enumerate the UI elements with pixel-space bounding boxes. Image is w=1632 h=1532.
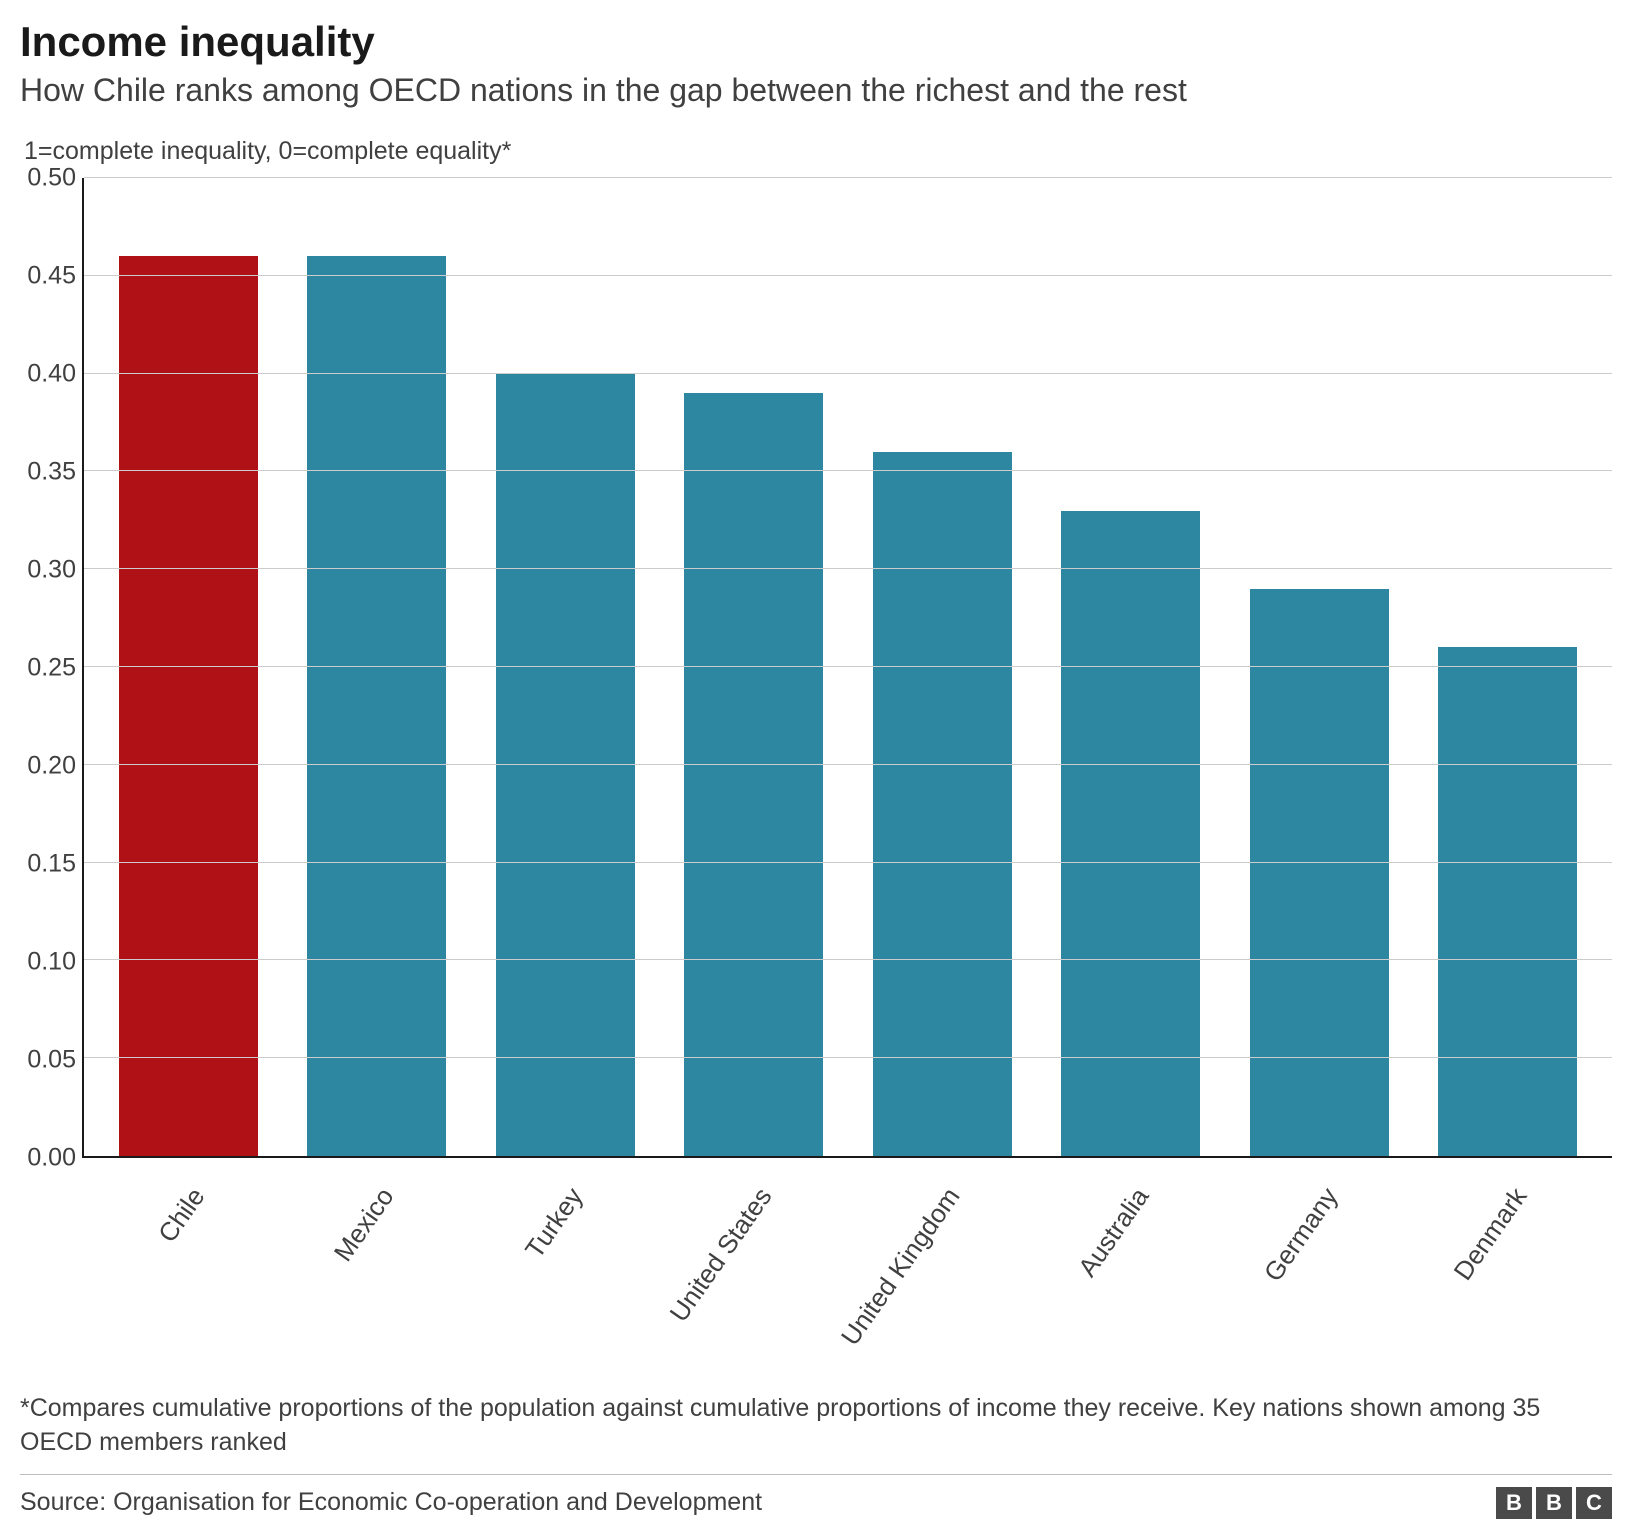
gridline <box>84 470 1612 471</box>
bar <box>1438 647 1577 1156</box>
chart-subtitle: How Chile ranks among OECD nations in th… <box>20 72 1612 109</box>
gridline <box>84 666 1612 667</box>
chart-footnote: *Compares cumulative proportions of the … <box>20 1392 1612 1460</box>
bar-slot <box>471 178 660 1156</box>
y-axis-note: 1=complete inequality, 0=complete equali… <box>24 137 1612 166</box>
bar-slot <box>1037 178 1226 1156</box>
x-tick-label: Turkey <box>519 1182 589 1264</box>
y-axis: 0.000.050.100.150.200.250.300.350.400.45… <box>20 178 82 1158</box>
gridline <box>84 959 1612 960</box>
source-text: Source: Organisation for Economic Co-ope… <box>20 1488 762 1517</box>
x-tick-label: Mexico <box>328 1182 401 1267</box>
x-tick-label: United Kingdom <box>835 1182 967 1351</box>
bbc-logo-letter: C <box>1576 1487 1612 1519</box>
x-label-slot: Chile <box>92 1158 281 1388</box>
bar-slot <box>283 178 472 1156</box>
x-tick-label: United States <box>663 1182 778 1328</box>
gridline <box>84 764 1612 765</box>
bar <box>1250 589 1389 1156</box>
bbc-logo-letter: B <box>1496 1487 1532 1519</box>
gridline <box>84 862 1612 863</box>
y-tick-label: 0.05 <box>27 1046 76 1075</box>
bar <box>307 256 446 1156</box>
chart-title: Income inequality <box>20 18 1612 66</box>
bar-slot <box>660 178 849 1156</box>
bars-group <box>84 178 1612 1156</box>
chart-area: 0.000.050.100.150.200.250.300.350.400.45… <box>20 178 1612 1158</box>
x-label-slot: United Kingdom <box>847 1158 1036 1388</box>
y-tick-label: 0.40 <box>27 360 76 389</box>
x-tick-label: Germany <box>1258 1182 1345 1287</box>
x-tick-label: Australia <box>1072 1182 1155 1283</box>
y-tick-label: 0.20 <box>27 752 76 781</box>
bar-slot <box>1225 178 1414 1156</box>
y-tick-label: 0.45 <box>27 262 76 291</box>
gridline <box>84 568 1612 569</box>
bar <box>684 393 823 1156</box>
x-label-slot: Germany <box>1225 1158 1414 1388</box>
gridline <box>84 177 1612 178</box>
y-tick-label: 0.30 <box>27 556 76 585</box>
y-tick-label: 0.50 <box>27 164 76 193</box>
bar <box>1061 511 1200 1156</box>
y-tick-label: 0.15 <box>27 850 76 879</box>
bbc-logo-letter: B <box>1536 1487 1572 1519</box>
x-tick-label: Denmark <box>1447 1182 1533 1286</box>
bar <box>873 452 1012 1156</box>
bar-slot <box>848 178 1037 1156</box>
y-tick-label: 0.25 <box>27 654 76 683</box>
source-row: Source: Organisation for Economic Co-ope… <box>20 1474 1612 1519</box>
plot-area <box>82 178 1612 1158</box>
y-tick-label: 0.10 <box>27 948 76 977</box>
chart-container: Income inequality How Chile ranks among … <box>0 0 1632 1532</box>
gridline <box>84 373 1612 374</box>
bbc-logo: B B C <box>1496 1487 1612 1519</box>
x-label-slot: Australia <box>1036 1158 1225 1388</box>
x-label-slot: Turkey <box>470 1158 659 1388</box>
y-tick-label: 0.00 <box>27 1144 76 1173</box>
x-label-slot: Mexico <box>281 1158 470 1388</box>
x-label-slot: United States <box>658 1158 847 1388</box>
bar-slot <box>94 178 283 1156</box>
y-tick-label: 0.35 <box>27 458 76 487</box>
bar-slot <box>1414 178 1603 1156</box>
x-label-slot: Denmark <box>1413 1158 1602 1388</box>
bar <box>119 256 258 1156</box>
gridline <box>84 1057 1612 1058</box>
gridline <box>84 275 1612 276</box>
x-tick-label: Chile <box>152 1182 211 1248</box>
x-axis: Chile Mexico Turkey United States United Kin… <box>82 1158 1612 1388</box>
